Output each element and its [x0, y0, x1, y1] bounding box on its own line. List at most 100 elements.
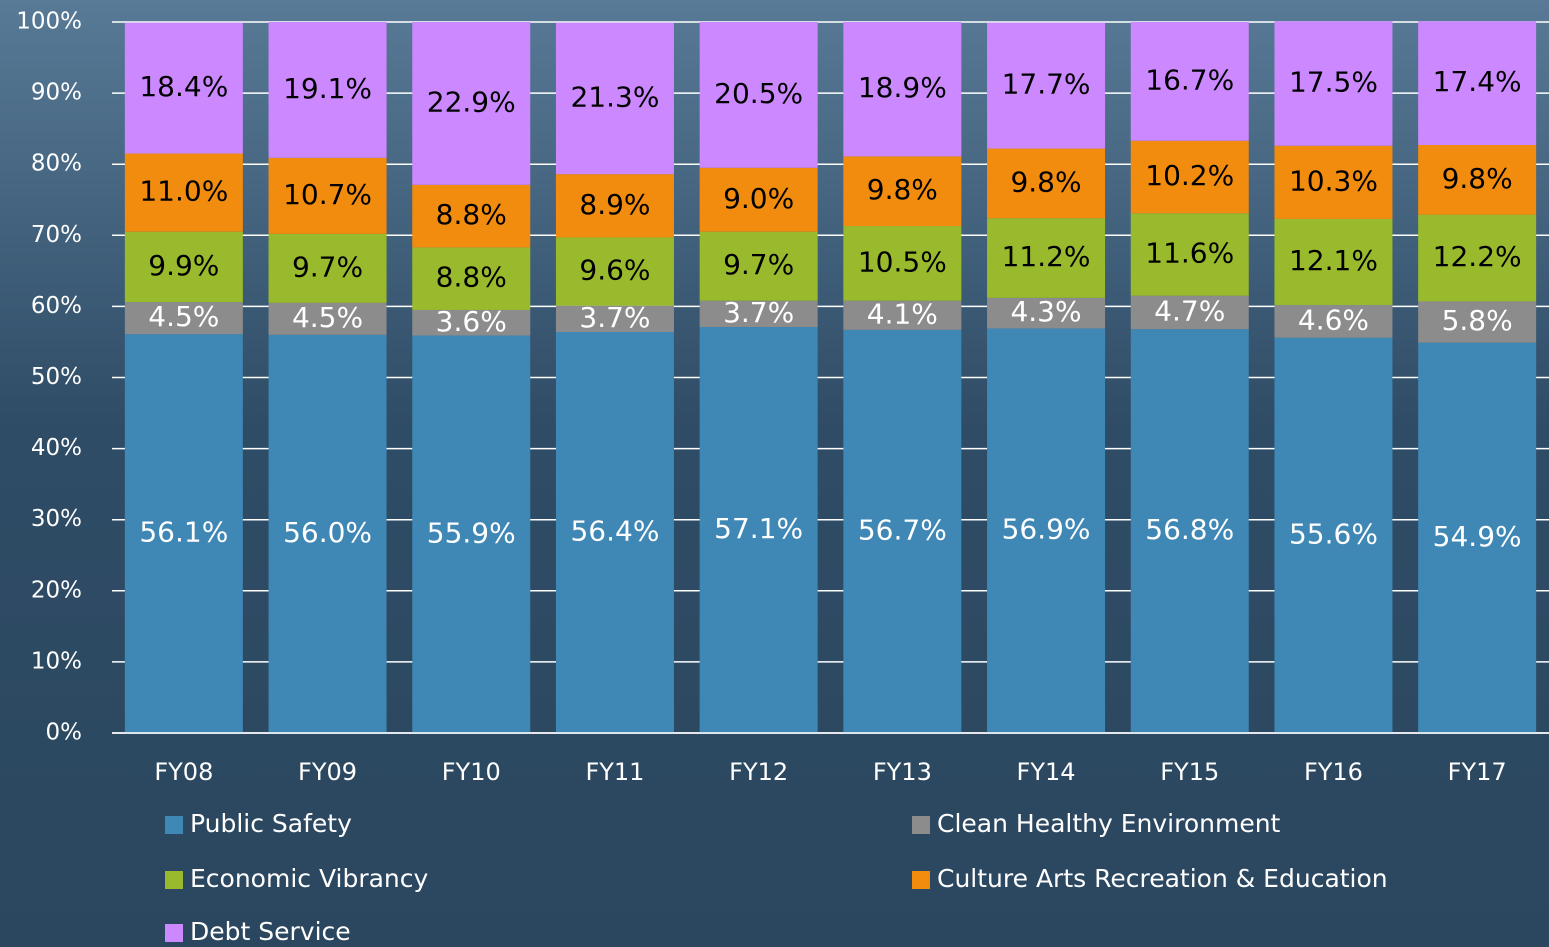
data-label: 9.7%	[292, 250, 363, 283]
x-tick-label: FY09	[298, 758, 357, 786]
legend-label: Culture Arts Recreation & Education	[937, 864, 1388, 893]
x-tick-label: FY12	[729, 758, 788, 786]
bar-segment	[987, 328, 1106, 733]
bar-segment	[1130, 329, 1249, 733]
data-label: 19.1%	[283, 72, 372, 105]
data-label: 21.3%	[570, 80, 659, 113]
data-label: 4.6%	[1298, 303, 1369, 336]
x-tick-label: FY13	[873, 758, 932, 786]
data-label: 3.6%	[436, 305, 507, 338]
data-label: 10.7%	[283, 178, 372, 211]
data-label: 12.1%	[1289, 244, 1378, 277]
data-label: 9.6%	[579, 254, 650, 287]
data-label: 3.7%	[723, 296, 794, 329]
data-label: 9.8%	[1442, 162, 1513, 195]
x-tick-label: FY11	[585, 758, 644, 786]
bar-segment	[1274, 218, 1393, 305]
bar-segment	[555, 237, 674, 306]
bar-segment	[1274, 145, 1393, 219]
legend-label: Economic Vibrancy	[190, 864, 429, 893]
data-label: 56.7%	[858, 513, 947, 546]
bar-segment	[1418, 214, 1537, 302]
legend-label: Debt Service	[190, 917, 351, 946]
bar-segment	[699, 300, 818, 328]
bar-segment	[843, 226, 962, 301]
bar-segment	[268, 22, 387, 158]
bar-segment	[1274, 337, 1393, 733]
legend-swatch	[912, 816, 930, 834]
y-tick-label: 30%	[31, 506, 82, 532]
data-label: 4.7%	[1154, 294, 1225, 327]
data-label: 4.5%	[292, 301, 363, 334]
bar-segment	[699, 231, 818, 301]
y-tick-label: 60%	[31, 293, 82, 319]
data-label: 56.4%	[570, 514, 659, 547]
bar-segment	[412, 335, 531, 733]
y-tick-label: 80%	[31, 151, 82, 177]
bar-segment	[268, 233, 387, 303]
data-label: 11.6%	[1145, 236, 1234, 269]
y-tick-label: 10%	[31, 648, 82, 674]
data-label: 16.7%	[1145, 63, 1234, 96]
bar-segment	[124, 302, 243, 335]
bar-segment	[1130, 22, 1249, 141]
bar-segment	[268, 302, 387, 335]
x-tick-label: FY14	[1017, 758, 1076, 786]
data-label: 8.8%	[436, 198, 507, 231]
bar-segment	[124, 153, 243, 232]
bar-segment	[555, 174, 674, 238]
bar-segment	[124, 334, 243, 733]
bar-segment	[555, 331, 674, 733]
bar-segment	[987, 22, 1106, 149]
bar-segment	[1130, 295, 1249, 330]
bar-segment	[412, 184, 531, 248]
y-tick-label: 20%	[31, 577, 82, 603]
legend-swatch	[912, 871, 930, 889]
data-label: 17.4%	[1433, 65, 1522, 98]
data-label: 57.1%	[714, 512, 803, 545]
data-label: 56.8%	[1145, 513, 1234, 546]
data-label: 55.6%	[1289, 517, 1378, 550]
bar-segment	[1130, 140, 1249, 214]
bar-segment	[843, 22, 962, 157]
bar-segment	[1274, 21, 1393, 146]
bar-segment	[699, 327, 818, 733]
data-label: 17.5%	[1289, 66, 1378, 99]
legend-swatch	[165, 871, 183, 889]
bar-segment	[1130, 213, 1249, 296]
y-tick-label: 40%	[31, 435, 82, 461]
bar-segment	[699, 22, 818, 168]
bar-segment	[268, 334, 387, 733]
legend-swatch	[165, 816, 183, 834]
data-label: 10.5%	[858, 245, 947, 278]
x-tick-label: FY10	[442, 758, 501, 786]
bar-segment	[843, 329, 962, 733]
bar-segment	[1418, 21, 1537, 146]
bar-segment	[1418, 342, 1537, 733]
bar-segment	[987, 148, 1106, 219]
data-label: 9.8%	[867, 173, 938, 206]
y-tick-label: 100%	[16, 9, 82, 35]
data-label: 22.9%	[427, 85, 516, 118]
x-tick-label: FY17	[1448, 758, 1507, 786]
y-tick-label: 70%	[31, 222, 82, 248]
data-label: 11.2%	[1002, 240, 1091, 273]
data-label: 4.3%	[1010, 295, 1081, 328]
data-label: 18.9%	[858, 71, 947, 104]
y-tick-label: 0%	[46, 720, 83, 746]
data-label: 9.9%	[148, 249, 219, 282]
legend-label: Clean Healthy Environment	[937, 809, 1281, 838]
bar-segment	[1418, 301, 1537, 343]
data-label: 18.4%	[139, 70, 228, 103]
y-tick-label: 90%	[31, 80, 82, 106]
bar-segment	[699, 167, 818, 232]
bar-segment	[555, 305, 674, 332]
bar-segment	[412, 22, 531, 185]
data-label: 3.7%	[579, 301, 650, 334]
y-tick-label: 50%	[31, 364, 82, 390]
bar-segment	[1274, 304, 1393, 338]
legend-swatch	[165, 924, 183, 942]
bar-segment	[412, 247, 531, 310]
data-label: 56.9%	[1002, 513, 1091, 546]
data-label: 10.2%	[1145, 159, 1234, 192]
